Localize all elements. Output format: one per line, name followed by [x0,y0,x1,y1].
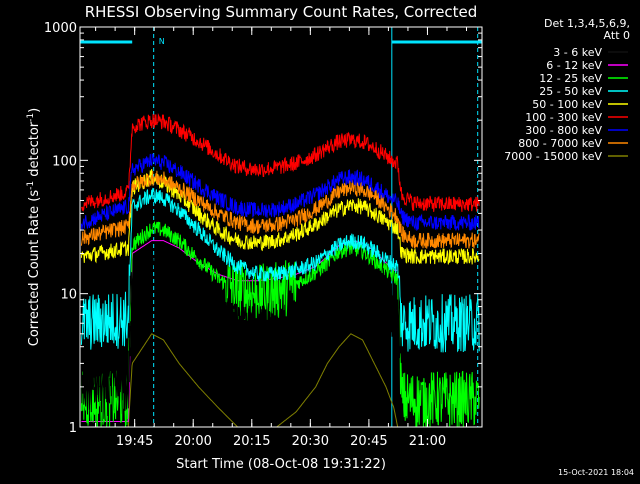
legend-label-9: 7000 - 15000 keV [504,150,602,163]
x-tick-label: 20:15 [233,434,270,449]
axis-layer: 19:45 20:00 20:15 20:30 20:45 21:00 1 10 100 1000 [44,21,482,449]
flag-label-n: N [159,37,165,46]
x-tick-label: 21:00 [409,434,446,449]
legend-label-7: 300 - 800 keV [525,124,602,137]
legend-label-2: 6 - 12 keV [546,59,602,72]
series-line-3 [80,221,480,428]
y-label-sup-1: -1 [26,181,36,190]
x-tick-label: 19:45 [116,434,153,449]
x-tick-label: 20:30 [292,434,329,449]
legend-label-3: 12 - 25 keV [539,72,602,85]
series-line-8 [80,170,480,249]
series-line-4 [80,187,480,353]
y-tick-label: 100 [52,154,77,169]
x-axis-label: Start Time (08-Oct-08 19:31:22) [176,457,386,472]
plot-frame [79,26,483,428]
flag-layer: N [80,27,482,427]
legend-header-line-2: Att 0 [604,29,630,42]
y-axis-label: Corrected Count Rate (s-1 detector-1) [26,108,42,346]
series-line-6 [80,113,480,212]
y-label-part-2: detector [27,121,42,181]
x-tick-label: 20:45 [350,434,387,449]
y-label-part-1: Corrected Count Rate (s [27,190,42,347]
legend-label-4: 25 - 50 keV [539,85,602,98]
x-tick-label: 20:00 [174,434,211,449]
y-tick-label: 10 [60,288,77,303]
legend-label-6: 100 - 300 keV [525,111,602,124]
series-line-7 [80,153,480,232]
series-line-5 [80,168,480,265]
chart-title: RHESSI Observing Summary Count Rates, Co… [85,3,478,21]
y-label-sup-2: -1 [26,113,36,122]
y-tick-label: 1 [69,421,77,436]
legend-label-8: 800 - 7000 keV [518,137,602,150]
y-label-part-3: ) [27,108,42,113]
footer-date: 15-Oct-2021 18:04 [558,468,634,477]
legend-label-1: 3 - 6 keV [553,46,602,59]
series-layer [80,113,480,428]
series-line-1 [80,257,426,417]
legend-header-line-1: Det 1,3,4,5,6,9, [544,17,630,30]
y-tick-label: 1000 [44,21,77,36]
legend-label-5: 50 - 100 keV [532,98,602,111]
